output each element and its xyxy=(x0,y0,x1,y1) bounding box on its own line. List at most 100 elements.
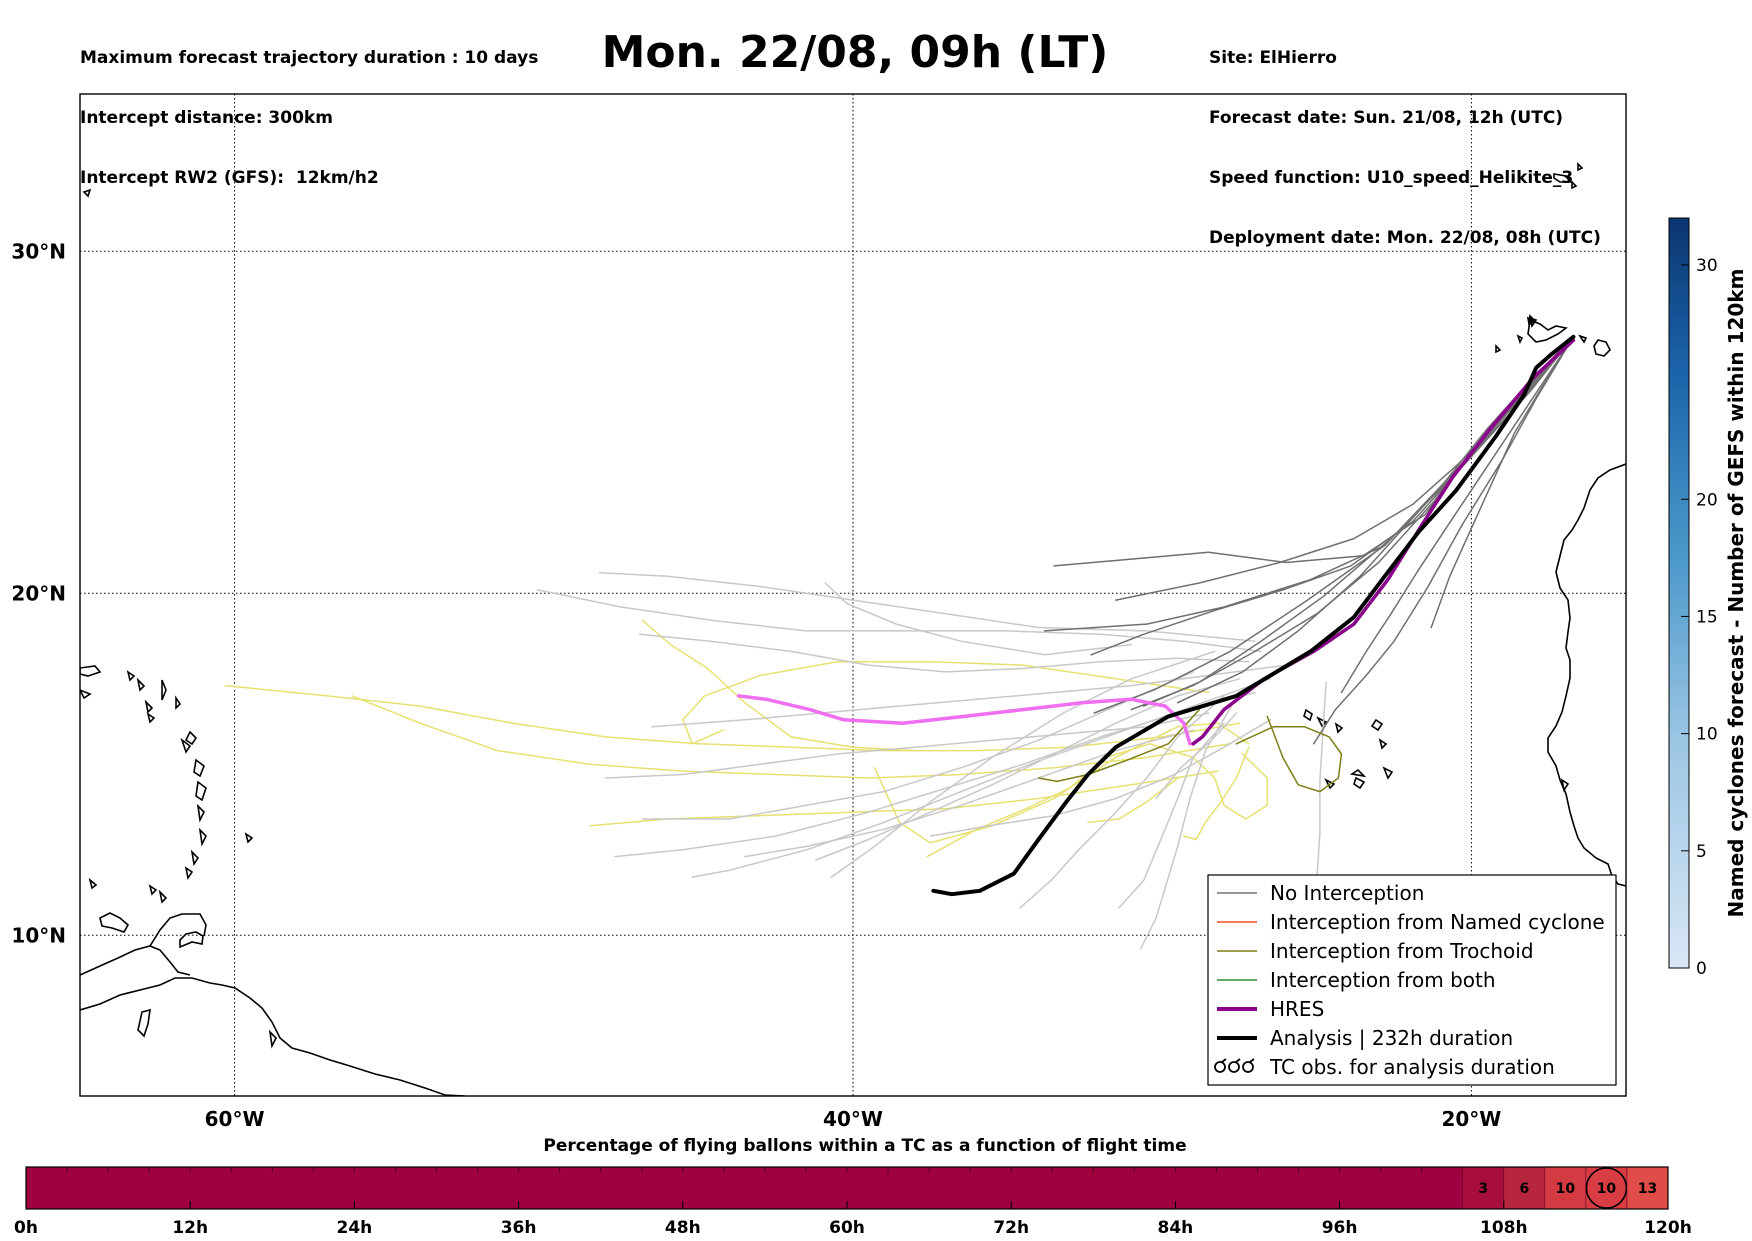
coastline-island xyxy=(1378,738,1388,750)
trajectory-faded-yellow xyxy=(926,743,1269,858)
coastline-island xyxy=(1516,334,1524,345)
coastline-island xyxy=(158,889,168,904)
trajectory-faded-gray xyxy=(614,691,1256,858)
coastline-africa-small xyxy=(1560,778,1570,793)
cyclone-colorbar-tick-label: 10 xyxy=(1696,725,1718,745)
coastline-south-america xyxy=(80,977,466,1096)
coastline-trinidad xyxy=(179,931,204,949)
trajectory-no-interception xyxy=(1312,336,1575,745)
trajectory-analysis xyxy=(931,334,1576,897)
flight-time-bar-tick-label: 108h xyxy=(1480,1218,1528,1238)
trajectory-faded-gray xyxy=(536,589,1262,653)
legend-label: Interception from Named cyclone xyxy=(1270,910,1605,934)
cyclone-colorbar-tick-label: 5 xyxy=(1696,842,1707,862)
trajectory-no-interception xyxy=(1340,336,1575,694)
trajectory-faded-yellow xyxy=(641,619,916,752)
coastline-island xyxy=(1593,339,1611,357)
plot-frame xyxy=(79,93,1627,1097)
coastline-island xyxy=(1553,173,1572,183)
legend-tc-icon xyxy=(1221,1058,1227,1063)
legend-box xyxy=(1207,874,1617,1086)
trajectory-faded-gray xyxy=(744,729,1194,858)
flight-time-bar-cell-label: 6 xyxy=(1519,1181,1529,1197)
legend-label: No Interception xyxy=(1270,881,1424,905)
chart-title: Mon. 22/08, 09h (LT) xyxy=(601,27,1109,78)
cyclone-colorbar-tick-label: 0 xyxy=(1696,959,1707,979)
trajectory-faded-gray xyxy=(1155,712,1238,800)
coastline-island xyxy=(193,758,205,778)
trajectory-no-interception xyxy=(1093,336,1575,714)
cyclone-colorbar: 0 5 10 15 20 30 Named cyclones forecast - Num… xyxy=(1668,217,1748,979)
coastline-island xyxy=(137,1008,151,1038)
legend-tc-icon xyxy=(1235,1058,1241,1063)
trajectory-no-interception xyxy=(1090,336,1575,656)
flight-time-bar-cell-label: 10 xyxy=(1556,1181,1576,1197)
coastline-island xyxy=(148,884,158,896)
cyclone-colorbar-tick-label: 20 xyxy=(1696,490,1718,510)
trajectory-faded-yellow xyxy=(873,722,1250,844)
flight-time-bar-cell xyxy=(1503,1166,1546,1210)
flight-time-bar: 3 6 10 10 13 0h 12h 24h 36h 48h 60h 72h 84h 96h 108h 1… xyxy=(14,1166,1692,1238)
coastline-island xyxy=(1334,722,1344,734)
flight-time-bar-tick-label: 48h xyxy=(665,1218,701,1238)
flight-time-bar-cell-label: 10 xyxy=(1597,1181,1617,1197)
coastline-island xyxy=(80,689,92,700)
coastline-island xyxy=(1316,716,1328,728)
coastline-island xyxy=(175,695,182,710)
trajectory-faded-yellow xyxy=(351,695,1231,779)
coastline-gulf xyxy=(149,913,207,947)
coastline-island xyxy=(82,188,92,198)
coastline-island xyxy=(180,737,192,754)
coastline-island xyxy=(1353,776,1366,790)
header-right-line: Deployment date: Mon. 22/08, 08h (UTC) xyxy=(1209,228,1601,248)
flight-time-bar-cell xyxy=(1626,1166,1669,1210)
header-left-line: Intercept distance: 300km xyxy=(80,108,333,128)
coastline-island xyxy=(1349,768,1367,778)
coastline-island xyxy=(198,827,207,847)
coastline-island xyxy=(1571,180,1578,190)
coastline-island xyxy=(1382,766,1394,780)
header-right-line: Speed function: U10_speed_Helikite_3 xyxy=(1209,168,1574,188)
trajectory-faded-gray xyxy=(1139,701,1235,950)
coastline-island xyxy=(268,1029,277,1049)
header-right-line: Site: ElHierro xyxy=(1209,48,1337,68)
flight-time-bar-cell xyxy=(1462,1166,1505,1210)
coastline-island xyxy=(190,849,200,867)
flight-time-bar-title: Percentage of flying ballons within a TC… xyxy=(543,1136,1187,1156)
coastline-island xyxy=(1578,334,1588,344)
legend-label: Interception from both xyxy=(1270,968,1496,992)
coastline-africa xyxy=(1547,463,1626,887)
coastline-island xyxy=(195,780,207,802)
trajectory-faded-gray xyxy=(815,678,1241,861)
trajectory-no-interception xyxy=(1043,336,1575,632)
trajectory-faded-gray xyxy=(651,664,1287,728)
trajectory-faded-gray xyxy=(604,712,1210,779)
coastline-island xyxy=(80,665,102,677)
flight-time-bar-tick-label: 24h xyxy=(337,1218,373,1238)
coastline-island xyxy=(161,679,167,701)
trajectory-faded-yellow xyxy=(224,684,1241,752)
map-legend: No Interception Interception from Named c… xyxy=(1207,874,1617,1086)
trajectory-no-interception xyxy=(1130,336,1575,711)
coastline-island xyxy=(1303,708,1313,722)
flight-time-bar-tick-label: 96h xyxy=(1322,1218,1358,1238)
coastline-island xyxy=(1324,778,1336,790)
cyclone-colorbar-tick-label: 15 xyxy=(1696,607,1718,627)
coastline-island xyxy=(1495,344,1502,354)
trajectory-no-interception xyxy=(1053,336,1575,567)
trajectory-faded-gray xyxy=(824,582,1133,656)
legend-label: Analysis | 232h duration xyxy=(1270,1026,1513,1050)
cyclone-colorbar-gradient xyxy=(1668,217,1690,969)
x-tick-label: 40°W xyxy=(823,1107,883,1131)
coastline-island xyxy=(1527,318,1568,343)
flight-time-bar-marker xyxy=(1585,1167,1628,1209)
trajectory-hres-light xyxy=(736,694,1192,746)
coastline-island xyxy=(136,677,146,692)
header-left-info: Maximum forecast trajectory duration : 1… xyxy=(80,8,538,208)
flight-time-bar-tick-label: 120h xyxy=(1644,1218,1692,1238)
flight-time-bar-tick-label: 60h xyxy=(829,1218,865,1238)
flight-time-bar-tick-label: 36h xyxy=(501,1218,537,1238)
legend-label: TC obs. for analysis duration xyxy=(1269,1055,1555,1079)
header-right-line: Forecast date: Sun. 21/08, 12h (UTC) xyxy=(1209,108,1564,128)
trajectory-faded-yellow xyxy=(682,660,1210,745)
